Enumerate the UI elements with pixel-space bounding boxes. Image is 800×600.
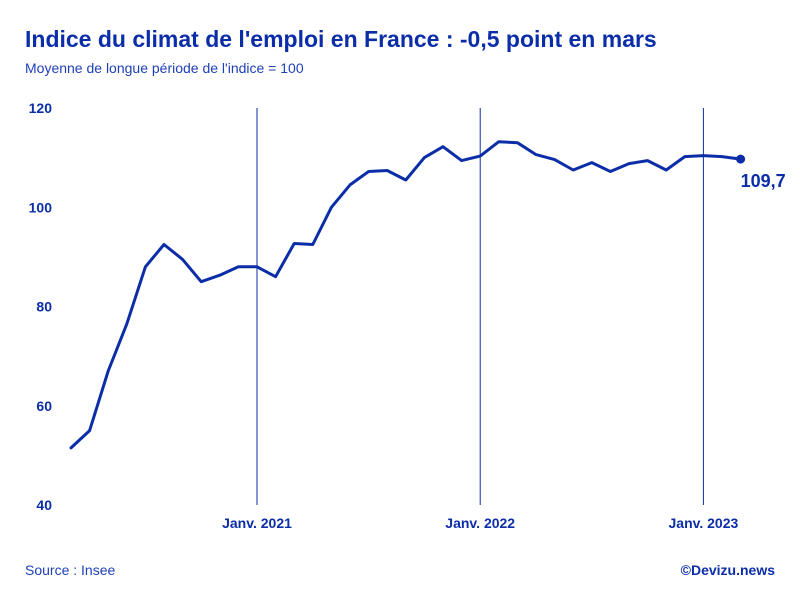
year-reference-lines [256,108,704,505]
series-end-label: 109,7 [741,171,786,191]
x-tick-label: Janv. 2022 [445,515,515,531]
y-tick-label: 60 [36,398,52,414]
series-end-point [736,154,746,164]
brand-credit: ©Devizu.news [680,562,775,578]
y-tick-label: 120 [29,100,53,116]
x-axis-ticks: Janv. 2021 Janv. 2022 Janv. 2023 [222,515,738,531]
y-tick-label: 40 [36,497,52,513]
chart-subtitle: Moyenne de longue période de l'indice = … [25,60,304,76]
series-line [69,140,743,450]
y-axis-ticks: 40 60 80 100 120 [29,100,53,513]
y-tick-label: 80 [36,299,52,315]
chart-title: Indice du climat de l'emploi en France :… [25,26,657,52]
y-tick-label: 100 [29,199,53,215]
x-tick-label: Janv. 2023 [669,515,739,531]
x-tick-label: Janv. 2021 [222,515,292,531]
source-note: Source : Insee [25,562,116,578]
